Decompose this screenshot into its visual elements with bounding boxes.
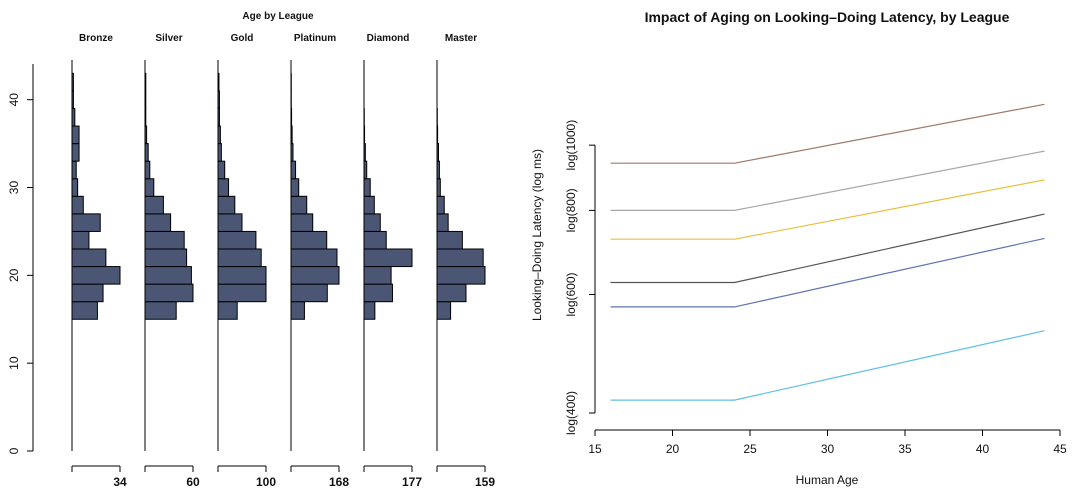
y-axis-label: Looking–Doing Latency (log ms) (530, 149, 544, 321)
histogram-bar (71, 143, 80, 162)
histogram-bar (217, 178, 230, 197)
count-axis-max-label: 100 (256, 475, 276, 489)
y-tick-label: 20 (7, 268, 21, 282)
series-line (610, 103, 1045, 164)
histogram-title: Age by League (242, 11, 314, 22)
histogram-bar (290, 248, 338, 268)
histogram-bar (144, 283, 194, 303)
y-tick-label: log(400) (564, 391, 578, 435)
histogram-bar (436, 266, 486, 285)
histogram-bar (71, 266, 121, 285)
histogram-bar (144, 160, 151, 180)
histogram-bar (436, 230, 463, 250)
panel-title: Platinum (294, 33, 336, 44)
y-tick-label: 0 (7, 447, 21, 454)
x-tick-label: 15 (588, 442, 602, 456)
panel-title: Bronze (79, 33, 113, 44)
count-axis-max-label: 168 (329, 475, 349, 489)
latency-line-chart: Impact of Aging on Looking–Doing Latency… (530, 9, 1067, 487)
series-line (610, 150, 1045, 211)
x-tick-label: 25 (743, 442, 757, 456)
y-tick-label: log(800) (564, 188, 578, 232)
line-chart-title: Impact of Aging on Looking–Doing Latency… (645, 9, 1010, 25)
histogram-bar (71, 248, 107, 268)
histogram-bar (217, 283, 267, 303)
histogram-bar (71, 301, 98, 320)
x-tick-label: 35 (898, 442, 912, 456)
count-axis-max-label: 34 (113, 475, 127, 489)
count-axis-max-label: 60 (186, 475, 200, 489)
histogram-bar (71, 178, 79, 197)
histogram-bar (217, 160, 226, 180)
histogram-bar (144, 301, 177, 320)
histogram-bar (144, 248, 188, 268)
histogram-bar (363, 248, 413, 268)
histogram-bar (290, 283, 328, 303)
x-tick-label: 30 (821, 442, 835, 456)
histogram-bar (217, 195, 236, 215)
histogram-bar (144, 230, 185, 250)
y-tick-label: 10 (7, 356, 21, 370)
x-tick-label: 40 (976, 442, 990, 456)
histogram-bar (363, 301, 376, 320)
count-axis-max-label: 159 (475, 475, 495, 489)
histogram-bar (290, 266, 340, 285)
histogram-bar (71, 213, 101, 232)
histogram-bar (436, 248, 484, 268)
histogram-bar (217, 230, 257, 250)
histogram-bar (363, 266, 392, 285)
x-tick-label: 45 (1053, 442, 1067, 456)
y-tick-label: 40 (7, 93, 21, 107)
panel-title: Gold (231, 33, 254, 44)
x-tick-label: 20 (666, 442, 680, 456)
panel-title: Master (445, 33, 477, 44)
histogram-bar (217, 248, 262, 268)
histogram-bar (290, 160, 297, 180)
histogram-bar (71, 125, 80, 145)
y-tick-label: 30 (7, 181, 21, 195)
histogram-bar (290, 301, 305, 320)
count-axis-max-label: 177 (402, 475, 422, 489)
histogram-bar (217, 213, 243, 232)
histogram-bar (290, 195, 308, 215)
histogram-bar (436, 283, 467, 303)
age-by-league-histograms: Age by League 0 10 20 30 40 Bronze 34 Silver 60 G… (7, 11, 495, 489)
histogram-bar (363, 230, 387, 250)
histogram-bar (71, 195, 84, 215)
histogram-bar (290, 178, 300, 197)
y-tick-label: log(600) (564, 272, 578, 316)
histogram-bar (436, 301, 452, 320)
histogram-bar (71, 160, 77, 180)
panel-title: Diamond (367, 33, 410, 44)
histogram-bar (436, 213, 449, 232)
histogram-bar (363, 213, 381, 232)
histogram-bar (144, 266, 192, 285)
y-tick-label: log(1000) (564, 120, 578, 171)
histogram-bar (71, 283, 104, 303)
histogram-bar (217, 266, 267, 285)
histogram-bar (71, 230, 90, 250)
histogram-bar (363, 283, 393, 303)
histogram-bar (290, 230, 328, 250)
series-line (610, 213, 1045, 284)
x-axis-label: Human Age (796, 473, 859, 487)
histogram-bar (217, 143, 222, 162)
histogram-bar (363, 195, 375, 215)
histogram-bar (290, 213, 314, 232)
histogram-bar (363, 178, 371, 197)
histogram-bar (217, 301, 238, 320)
series-line (610, 237, 1045, 308)
series-line (610, 330, 1045, 401)
histogram-bar (436, 195, 445, 215)
histogram-bar (144, 213, 172, 232)
histogram-bar (144, 195, 164, 215)
histogram-bar (144, 178, 155, 197)
panel-title: Silver (155, 33, 182, 44)
series-line (610, 179, 1045, 240)
